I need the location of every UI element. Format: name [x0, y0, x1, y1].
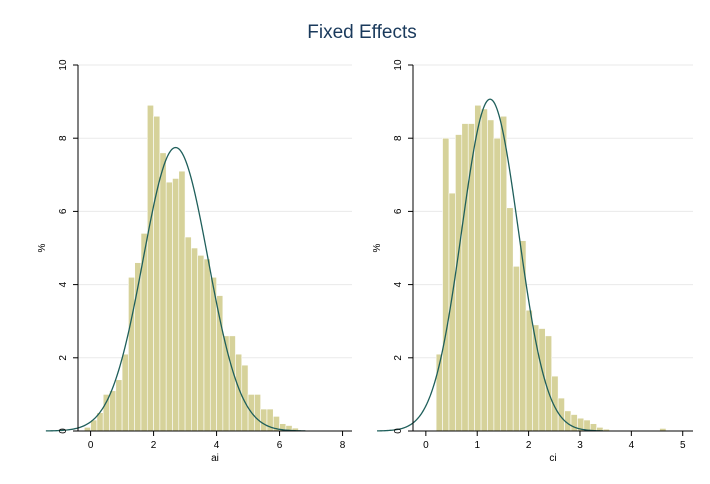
x-tick-label: 6 — [277, 440, 283, 451]
histogram-bar — [506, 207, 514, 432]
histogram-bar — [487, 119, 495, 432]
x-tick-label: 2 — [526, 440, 532, 451]
histogram-bar — [512, 265, 520, 432]
y-tick-label: 8 — [393, 135, 404, 141]
x-tick-label: 5 — [680, 440, 686, 451]
histogram-bar — [442, 137, 450, 432]
histogram-bar — [159, 152, 167, 432]
normal-density-curve — [377, 98, 604, 432]
histogram-bar — [165, 181, 173, 432]
histogram-bar — [191, 247, 198, 432]
x-tick-label: 3 — [577, 440, 583, 451]
histogram-panel-ai: 0 2 4 6 8 0 2 4 6 8 10 ai% — [37, 59, 352, 464]
histogram-bar — [474, 104, 482, 432]
x-tick-label: 0 — [423, 440, 429, 451]
histogram-bar — [260, 408, 268, 432]
histogram-bar — [109, 390, 117, 432]
chart-title: Fixed Effects — [307, 22, 416, 43]
histogram-bar — [493, 137, 501, 432]
histogram-bar — [222, 335, 230, 432]
y-tick-label: 10 — [393, 59, 404, 71]
histogram-bar — [178, 170, 186, 432]
histogram-bar — [153, 115, 161, 432]
x-tick-label: 4 — [214, 440, 220, 451]
x-axis-title: ai — [211, 453, 219, 464]
x-tick-label: 2 — [151, 440, 157, 451]
histogram-bar — [184, 236, 192, 432]
y-tick-label: 0 — [393, 428, 404, 434]
histogram-bar — [203, 258, 211, 432]
y-axis-title: % — [372, 243, 383, 252]
histogram-bar — [146, 104, 154, 432]
histogram-bar — [228, 335, 236, 432]
y-tick-label: 4 — [393, 281, 404, 287]
x-tick-label: 8 — [340, 440, 346, 451]
histogram-bar — [197, 255, 205, 432]
y-tick-label: 0 — [58, 428, 69, 434]
histogram-bar — [519, 240, 527, 432]
y-tick-label: 2 — [58, 355, 69, 361]
histogram-bar — [83, 427, 91, 432]
histogram-bar — [525, 309, 533, 432]
histogram-bar — [467, 123, 475, 432]
histogram-bar — [172, 178, 180, 432]
x-tick-label: 1 — [474, 440, 480, 451]
x-axis-title: ci — [549, 453, 556, 464]
normal-density-curve — [45, 146, 306, 432]
histogram-bar — [128, 276, 135, 432]
histogram-bar — [480, 108, 488, 432]
histogram-bar — [461, 123, 469, 432]
histogram-panel-ci: 0 1 2 3 4 5 0 2 4 6 8 10 ci% — [372, 59, 693, 464]
histogram-bar — [102, 394, 110, 432]
x-tick-label: 0 — [88, 440, 94, 451]
y-tick-label: 4 — [58, 281, 69, 287]
histogram-bar — [254, 394, 261, 432]
y-axis-title: % — [37, 243, 48, 252]
y-tick-label: 10 — [58, 59, 69, 71]
y-tick-label: 2 — [393, 355, 404, 361]
y-tick-label: 6 — [58, 208, 69, 214]
histogram-bar — [455, 134, 463, 432]
x-tick-label: 4 — [629, 440, 635, 451]
histogram-bar — [500, 115, 508, 432]
y-tick-label: 8 — [58, 135, 69, 141]
histogram-bar — [121, 353, 129, 432]
histogram-bar — [115, 379, 123, 432]
y-tick-label: 6 — [393, 208, 404, 214]
